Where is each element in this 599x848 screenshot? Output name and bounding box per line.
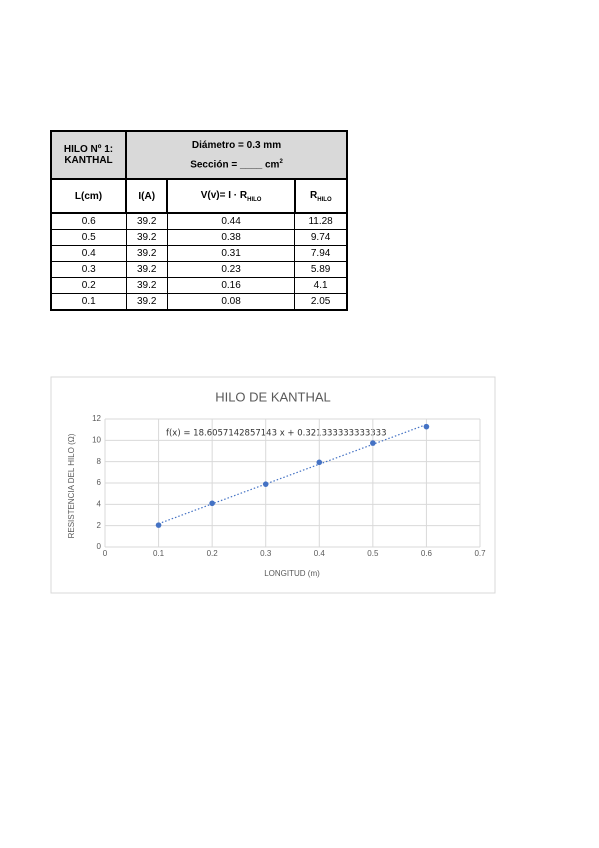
table-title: HILO Nº 1: KANTHAL	[50, 130, 127, 180]
diameter: Diámetro = 0.3 mm	[191, 139, 282, 151]
y-tick-label: 4	[97, 499, 102, 508]
table-cell: 0.16	[166, 277, 296, 294]
y-axis-label: RESISTENCIA DEL HILO (Ω)	[67, 433, 76, 538]
section-sup: 2	[279, 158, 283, 165]
table-row: 0.3 39.2 0.23 5.89	[50, 261, 348, 278]
table-row: 0.2 39.2 0.16 4.1	[50, 277, 348, 294]
column-name: R	[310, 189, 318, 201]
title-line: HILO Nº 1:	[63, 144, 114, 155]
column-name: V(v)= I · R	[200, 189, 248, 201]
section-text: Sección = ____ cm	[190, 159, 280, 171]
table-cell: 39.2	[125, 293, 168, 311]
point	[316, 459, 323, 466]
point	[423, 423, 430, 430]
column-header: RHILO	[293, 178, 349, 214]
table-cell: 2.05	[294, 293, 348, 311]
column-sub: HILO	[317, 196, 332, 203]
equation: f(x) = 18.6057142857143 x + 0.3213333333…	[166, 429, 387, 439]
table-cell: 5.89	[294, 261, 348, 278]
column-sub: HILO	[247, 196, 262, 203]
x-tick-label: 0.3	[260, 549, 272, 558]
y-tick-label: 10	[92, 435, 101, 444]
x-axis-label: LONGITUD (m)	[264, 569, 320, 578]
x-tick-label: 0.1	[153, 549, 165, 558]
table-spec: Diámetro = 0.3 mm Sección = ____ cm2	[125, 130, 348, 180]
table-cell: 39.2	[125, 277, 168, 294]
column-header: I(A)	[124, 178, 169, 214]
y-tick-label: 6	[97, 478, 102, 487]
x-tick-label: 0	[103, 549, 108, 558]
point	[155, 522, 162, 528]
data-table: HILO Nº 1: KANTHAL Diámetro = 0.3 mm Secci…	[50, 130, 349, 311]
x-tick-label: 0.6	[421, 549, 433, 558]
x-tick-label: 0.7	[474, 549, 486, 558]
y-tick-label: 8	[97, 457, 102, 466]
x-tick-label: 0.5	[367, 549, 379, 558]
column-name: I(A)	[138, 190, 156, 202]
y-tick-label: 12	[92, 414, 101, 423]
point	[209, 500, 215, 507]
chart-title: HILO DE KANTHAL	[215, 389, 331, 404]
title-line: KANTHAL	[64, 155, 113, 166]
table-row: 0.1 39.2 0.08 2.05	[50, 293, 348, 311]
y-tick-label: 0	[97, 542, 102, 551]
column-header: V(v)= I · RHILO	[166, 178, 296, 214]
chart-frame	[50, 376, 496, 594]
point	[262, 481, 269, 487]
y-tick-label: 2	[97, 521, 102, 530]
x-tick-label: 0.4	[314, 549, 326, 558]
column-header: L(cm)	[50, 178, 127, 214]
x-tick-label: 0.2	[207, 549, 219, 558]
column-name: L(cm)	[74, 190, 103, 202]
section: Sección = ____ cm2	[127, 159, 346, 170]
table-cell: 4.1	[294, 277, 348, 294]
point	[370, 440, 376, 446]
trendline	[158, 423, 427, 525]
table-row: 0.5 39.2 0.38 9.74	[50, 229, 348, 246]
